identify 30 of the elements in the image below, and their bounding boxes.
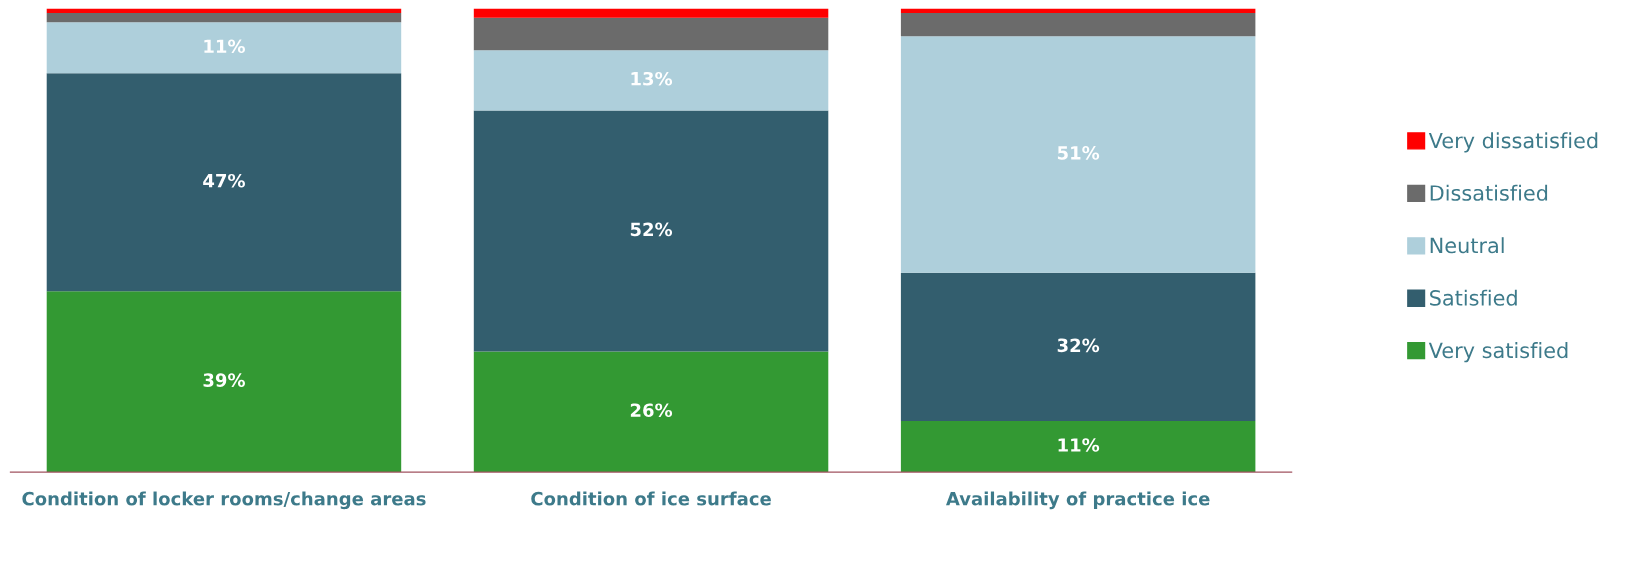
x-tick-label: Condition of locker rooms/change areas: [22, 491, 426, 510]
x-tick-label: Availability of practice ice: [946, 491, 1210, 510]
data-label: 39%: [203, 373, 245, 387]
bar: [46, 73, 402, 292]
bar: [900, 13, 1256, 37]
bar: [46, 13, 402, 23]
legend-label: Neutral: [1430, 237, 1504, 254]
bar: [473, 110, 829, 352]
bar: [900, 421, 1256, 473]
bar: [46, 291, 402, 473]
legend-label: Satisfied: [1430, 289, 1517, 306]
bar: [900, 272, 1256, 422]
bar: [473, 50, 829, 111]
data-label: 26%: [630, 403, 673, 418]
x-tick-label: Condition of ice surface: [531, 491, 771, 506]
data-label: 51%: [1057, 146, 1100, 160]
data-label: 11%: [204, 39, 245, 54]
bar: [473, 351, 829, 473]
data-label: 13%: [631, 71, 673, 86]
data-label: 11%: [1058, 438, 1100, 452]
legend-label: Very satisfied: [1428, 342, 1568, 363]
bar: [473, 17, 829, 51]
data-label: 47%: [203, 173, 245, 188]
legend-label: Very dissatisfied: [1428, 132, 1598, 153]
legend-label: Dissatisfied: [1430, 184, 1548, 201]
data-label: 32%: [1057, 338, 1100, 353]
bar: [46, 22, 402, 74]
bar: [473, 8, 829, 18]
data-label: 52%: [630, 222, 673, 237]
bar: [900, 36, 1256, 273]
